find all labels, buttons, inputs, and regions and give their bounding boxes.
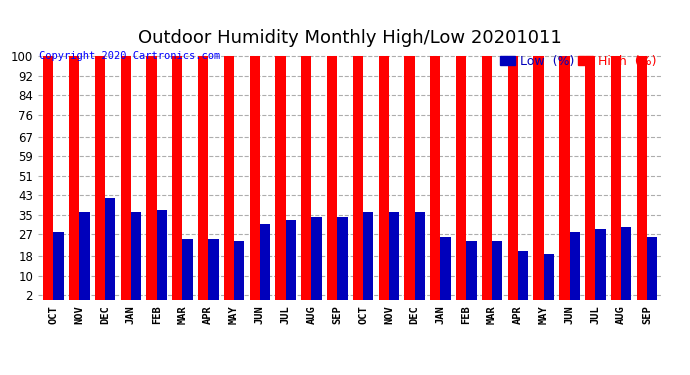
- Bar: [559, 56, 569, 300]
- Bar: [533, 56, 544, 300]
- Legend: Low  (%), High  (%): Low (%), High (%): [500, 55, 656, 68]
- Bar: [482, 56, 492, 300]
- Bar: [146, 56, 157, 300]
- Bar: [53, 232, 63, 300]
- Bar: [518, 251, 529, 300]
- Bar: [353, 56, 363, 300]
- Bar: [379, 56, 389, 300]
- Bar: [621, 227, 631, 300]
- Bar: [198, 56, 208, 300]
- Bar: [404, 56, 415, 300]
- Bar: [569, 232, 580, 300]
- Bar: [234, 242, 244, 300]
- Bar: [440, 237, 451, 300]
- Bar: [121, 56, 131, 300]
- Bar: [224, 56, 234, 300]
- Bar: [79, 212, 90, 300]
- Bar: [105, 198, 115, 300]
- Bar: [611, 56, 621, 300]
- Bar: [260, 224, 270, 300]
- Bar: [595, 229, 606, 300]
- Bar: [286, 219, 296, 300]
- Bar: [456, 56, 466, 300]
- Bar: [430, 56, 440, 300]
- Bar: [157, 210, 167, 300]
- Bar: [95, 56, 105, 300]
- Bar: [508, 56, 518, 300]
- Bar: [337, 217, 348, 300]
- Bar: [182, 239, 193, 300]
- Bar: [415, 212, 425, 300]
- Text: Copyright 2020 Cartronics.com: Copyright 2020 Cartronics.com: [39, 51, 220, 61]
- Bar: [43, 56, 53, 300]
- Bar: [389, 212, 400, 300]
- Bar: [647, 237, 658, 300]
- Bar: [544, 254, 554, 300]
- Bar: [637, 56, 647, 300]
- Title: Outdoor Humidity Monthly High/Low 20201011: Outdoor Humidity Monthly High/Low 202010…: [138, 29, 562, 47]
- Bar: [208, 239, 219, 300]
- Bar: [327, 56, 337, 300]
- Bar: [250, 56, 260, 300]
- Bar: [69, 56, 79, 300]
- Bar: [585, 56, 595, 300]
- Bar: [131, 212, 141, 300]
- Bar: [301, 56, 311, 300]
- Bar: [363, 212, 373, 300]
- Bar: [311, 217, 322, 300]
- Bar: [172, 56, 182, 300]
- Bar: [275, 56, 286, 300]
- Bar: [466, 242, 477, 300]
- Bar: [492, 242, 502, 300]
